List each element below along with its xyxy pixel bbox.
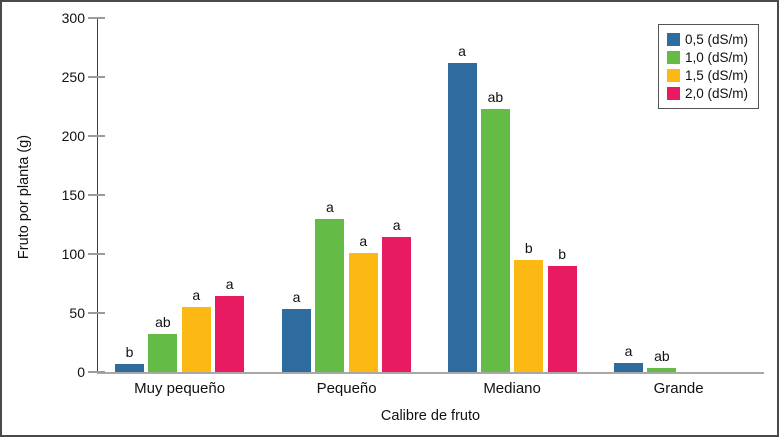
legend-swatch-icon <box>667 51 680 64</box>
legend-swatch-icon <box>667 33 680 46</box>
y-tick-label: 300 <box>61 10 85 26</box>
legend-label: 1,5 (dS/m) <box>685 68 749 83</box>
bar-15-cat1 <box>348 253 378 372</box>
significance-label: ab <box>654 348 670 365</box>
bar-05-cat2 <box>447 63 477 372</box>
bar-05-cat1 <box>282 309 311 372</box>
legend-item: 0,5 (dS/m) <box>667 32 748 47</box>
y-tick-label: 50 <box>69 305 85 321</box>
y-tick-mark <box>88 17 105 19</box>
legend-label: 1,0 (dS/m) <box>685 50 749 65</box>
y-tick-label: 0 <box>77 364 85 380</box>
legend-label: 0,5 (dS/m) <box>685 32 749 47</box>
significance-label: b <box>558 245 567 262</box>
bar-05-cat3 <box>614 363 643 372</box>
x-axis-title: Calibre de fruto <box>380 408 481 424</box>
bar-10-cat0 <box>148 334 178 372</box>
bar-10-cat1 <box>315 219 345 372</box>
significance-label: ab <box>155 314 171 331</box>
x-axis-line <box>97 372 764 374</box>
y-tick-mark <box>88 135 105 137</box>
y-tick-mark <box>88 253 105 255</box>
x-category-label: Mediano <box>483 380 541 397</box>
y-tick-label: 200 <box>61 128 85 144</box>
significance-label: b <box>125 343 134 360</box>
bar-10-cat2 <box>480 109 510 372</box>
legend-item: 2,0 (dS/m) <box>667 86 748 101</box>
legend-swatch-icon <box>667 69 680 82</box>
y-tick-label: 250 <box>61 69 85 85</box>
y-tick-mark <box>88 371 105 373</box>
legend-label: 2,0 (dS/m) <box>685 86 749 101</box>
bar-05-cat0 <box>115 364 144 372</box>
y-tick-mark <box>88 76 105 78</box>
bar-20-cat0 <box>215 296 245 372</box>
significance-label: ab <box>487 88 504 105</box>
y-tick-mark <box>88 194 105 196</box>
bar-10-cat3 <box>647 368 677 372</box>
bar-15-cat2 <box>514 260 544 372</box>
significance-label: a <box>458 42 466 59</box>
significance-label: a <box>359 232 368 249</box>
y-tick-label: 150 <box>61 187 85 203</box>
x-category-label: Pequeño <box>316 380 377 397</box>
y-tick-mark <box>88 312 105 314</box>
significance-label: a <box>192 287 201 304</box>
legend: 0,5 (dS/m) 1,0 (dS/m) 1,5 (dS/m) 2,0 (dS/m) <box>658 24 760 109</box>
significance-label: a <box>325 198 334 215</box>
significance-label: a <box>392 217 401 234</box>
x-category-label: Muy pequeño <box>134 380 226 397</box>
significance-label: b <box>524 239 533 256</box>
bar-15-cat0 <box>181 307 211 372</box>
bar-20-cat2 <box>547 266 577 372</box>
y-axis-title: Fruto por planta (g) <box>16 134 32 260</box>
significance-label: a <box>292 289 301 306</box>
bar-20-cat1 <box>382 237 412 372</box>
legend-item: 1,0 (dS/m) <box>667 50 748 65</box>
x-category-label: Grande <box>653 380 704 397</box>
significance-label: a <box>624 342 633 359</box>
y-tick-label: 100 <box>61 246 85 262</box>
significance-label: a <box>225 276 234 293</box>
legend-item: 1,5 (dS/m) <box>667 68 748 83</box>
legend-swatch-icon <box>667 87 680 100</box>
